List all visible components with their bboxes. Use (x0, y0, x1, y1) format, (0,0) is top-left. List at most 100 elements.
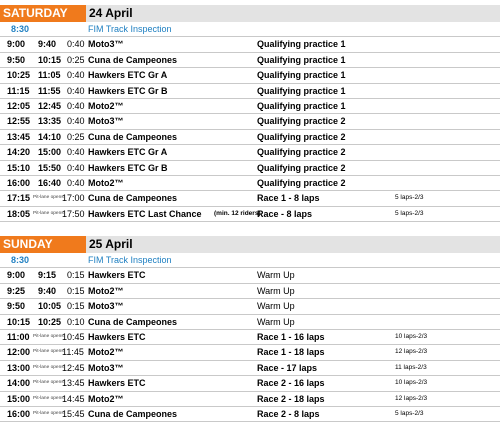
pit-lane-note: Pit-lane opens (33, 333, 64, 339)
day-header: SUNDAY 25 April (0, 236, 500, 253)
end-time: 17:00 (62, 193, 85, 204)
session-name: Qualifying practice 1 (257, 39, 346, 50)
end-time: 11:45 (62, 347, 84, 358)
class-name: Moto2™ (88, 100, 124, 111)
inspection-row: 8:30 FIM Track Inspection (0, 22, 500, 38)
end-time: 11:05 (38, 70, 61, 81)
table-row: 14:00 Pit-lane opens 13:45 Hawkers ETC Race … (0, 376, 500, 392)
duration: 0:40 (67, 116, 85, 127)
end-time: 13:35 (38, 116, 62, 127)
table-row: 13:45 14:10 0:25 Cuna de Campeones Qualifyin… (0, 130, 500, 146)
session-name: Qualifying practice 1 (257, 70, 346, 81)
start-time: 9:50 (7, 301, 26, 312)
class-name: Moto2™ (88, 393, 124, 404)
duration: 0:40 (67, 39, 85, 50)
session-name: Qualifying practice 2 (257, 131, 346, 142)
table-row: 9:50 10:05 0:15 Moto3™ Warm Up (0, 299, 500, 315)
end-time: 10:45 (62, 331, 85, 342)
end-time: 15:45 (62, 408, 85, 419)
end-time: 9:40 (38, 39, 57, 50)
class-name: Cuna de Campeones (88, 54, 178, 65)
table-row: 12:05 12:45 0:40 Moto2™ Qualifying practice … (0, 99, 500, 115)
class-name: Hawkers ETC (88, 270, 146, 281)
class-name: Moto2™ (88, 347, 124, 358)
start-time: 12:00 (7, 347, 31, 358)
table-row: 12:55 13:35 0:40 Moto3™ Qualifying practice … (0, 114, 500, 130)
class-name: Moto2™ (88, 285, 124, 296)
inspection-time: 8:30 (11, 255, 30, 265)
class-name: Cuna de Campeones (88, 408, 178, 419)
table-row: 10:15 10:25 0:10 Cuna de Campeones Warm Up (0, 315, 500, 330)
inspection-label: FIM Track Inspection (88, 24, 172, 34)
table-row: 17:15 Pit-lane opens 17:00 Cuna de Campeone… (0, 191, 500, 207)
duration: 0:25 (67, 131, 85, 142)
laps-note: 12 laps-2/3 (395, 394, 428, 402)
session-name: Qualifying practice 2 (257, 147, 346, 158)
duration: 0:40 (67, 100, 85, 111)
pit-lane-note: Pit-lane opens (33, 410, 64, 416)
pit-lane-note: Pit-lane opens (33, 364, 64, 370)
class-name: Cuna de Campeones (88, 131, 178, 142)
start-time: 18:05 (7, 208, 31, 219)
day-date: 25 April (86, 236, 500, 253)
duration: 0:40 (67, 70, 85, 81)
class-name: Cuna de Campeones (88, 316, 178, 327)
end-time: 9:15 (38, 270, 57, 281)
saturday-section: SATURDAY 24 April 8:30 FIM Track Inspect… (0, 5, 500, 223)
end-time: 10:15 (38, 54, 62, 65)
laps-note: 11 laps-2/3 (395, 363, 427, 371)
end-time: 17:50 (62, 208, 85, 219)
inspection-row: 8:30 FIM Track Inspection (0, 253, 500, 269)
class-name: Hawkers ETC (88, 378, 146, 389)
session-name: Warm Up (257, 316, 295, 327)
start-time: 12:55 (7, 116, 31, 127)
start-time: 13:00 (7, 362, 31, 373)
end-time: 13:45 (62, 378, 85, 389)
class-name: Moto3™ (88, 362, 124, 373)
day-label: SATURDAY (0, 5, 86, 22)
inspection-label: FIM Track Inspection (88, 255, 172, 265)
session-name: Race - 8 laps (257, 208, 313, 219)
duration: 0:15 (67, 301, 85, 312)
table-row: 9:00 9:15 0:15 Hawkers ETC Warm Up (0, 268, 500, 284)
session-name: Qualifying practice 2 (257, 116, 346, 127)
start-time: 15:10 (7, 162, 31, 173)
session-name: Race 2 - 18 laps (257, 393, 325, 404)
session-name: Race 1 - 8 laps (257, 193, 320, 204)
laps-note: 12 laps-2/3 (395, 348, 428, 356)
start-time: 17:15 (7, 193, 31, 204)
duration: 0:40 (67, 85, 85, 96)
class-name: Moto2™ (88, 177, 124, 188)
session-name: Qualifying practice 1 (257, 54, 346, 65)
class-name: Hawkers ETC Last Chance (88, 208, 202, 219)
start-time: 11:00 (7, 331, 30, 342)
session-name: Qualifying practice 2 (257, 162, 346, 173)
laps-note: 10 laps-2/3 (395, 332, 428, 340)
end-time: 15:00 (38, 147, 62, 158)
table-row: 12:00 Pit-lane opens 11:45 Moto2™ Race 1 - 1… (0, 345, 500, 361)
table-row: 14:20 15:00 0:40 Hawkers ETC Gr A Qualifying… (0, 145, 500, 161)
duration: 0:25 (67, 54, 85, 65)
pit-lane-note: Pit-lane opens (33, 195, 64, 201)
table-row: 9:50 10:15 0:25 Cuna de Campeones Qualifying… (0, 53, 500, 69)
session-name: Warm Up (257, 285, 295, 296)
session-name: Race 2 - 16 laps (257, 378, 325, 389)
start-time: 13:45 (7, 131, 31, 142)
table-row: 10:25 11:05 0:40 Hawkers ETC Gr A Qualifying… (0, 68, 500, 84)
duration: 0:40 (67, 147, 85, 158)
day-label: SUNDAY (0, 236, 86, 253)
sunday-section: SUNDAY 25 April 8:30 FIM Track Inspectio… (0, 236, 500, 423)
table-row: 11:15 11:55 0:40 Hawkers ETC Gr B Qualifying… (0, 84, 500, 99)
session-name: Race - 17 laps (257, 362, 318, 373)
day-date: 24 April (86, 5, 500, 22)
end-time: 12:45 (62, 362, 85, 373)
end-time: 14:45 (62, 393, 85, 404)
start-time: 10:25 (7, 70, 31, 81)
end-time: 10:25 (38, 316, 62, 327)
duration: 0:40 (67, 177, 85, 188)
start-time: 11:15 (7, 85, 30, 96)
table-row: 11:00 Pit-lane opens 10:45 Hawkers ETC Race … (0, 330, 500, 346)
session-name: Qualifying practice 1 (257, 85, 346, 96)
schedule-rows: 9:00 9:15 0:15 Hawkers ETC Warm Up 9:25 9:40 0:… (0, 268, 500, 423)
